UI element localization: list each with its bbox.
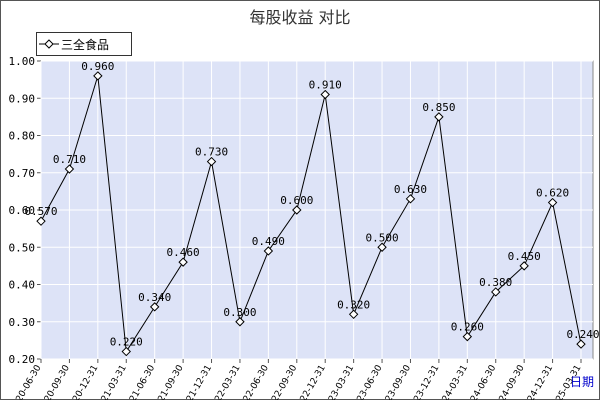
data-point <box>178 257 188 267</box>
data-label: 0.300 <box>223 306 256 319</box>
data-label: 0.490 <box>252 235 285 248</box>
x-axis-label: 日期 <box>570 375 594 389</box>
y-tick-label: 0.80 <box>9 130 36 143</box>
data-point <box>64 164 75 174</box>
data-point <box>348 309 359 320</box>
data-point <box>519 261 529 271</box>
series-line <box>40 75 582 354</box>
data-point <box>462 331 473 342</box>
data-label: 0.220 <box>110 336 143 349</box>
data-point <box>263 246 274 256</box>
y-tick-label: 0.30 <box>9 316 36 329</box>
data-label: 0.320 <box>337 298 370 311</box>
y-tick-label: 0.50 <box>9 241 36 254</box>
x-tick-label: 2020-06-30 <box>9 363 44 400</box>
data-point <box>434 112 444 122</box>
data-point <box>36 216 46 226</box>
data-point <box>576 339 586 349</box>
legend-label: 三全食品 <box>61 38 110 52</box>
chart-title: 每股收益 对比 <box>249 8 351 27</box>
y-tick-label: 1.00 <box>9 55 36 68</box>
data-label: 0.460 <box>167 246 200 259</box>
data-point <box>93 71 103 81</box>
data-label: 0.910 <box>309 79 342 92</box>
data-label: 0.570 <box>24 205 57 218</box>
data-label: 0.630 <box>394 183 427 196</box>
data-point <box>320 89 330 100</box>
data-point <box>377 242 387 252</box>
data-label: 0.730 <box>195 146 228 159</box>
data-point <box>121 346 131 357</box>
data-label: 0.850 <box>422 101 455 114</box>
data-point <box>149 302 160 312</box>
y-tick-label: 0.70 <box>9 167 36 180</box>
data-label: 0.620 <box>536 187 569 200</box>
data-label: 0.600 <box>280 194 313 207</box>
data-label: 0.960 <box>81 60 114 73</box>
data-point <box>491 287 501 297</box>
y-tick-label: 0.60 <box>9 204 36 217</box>
y-tick-label: 0.20 <box>9 353 36 366</box>
legend-marker-icon <box>39 39 59 49</box>
data-label: 0.260 <box>451 321 484 334</box>
data-label: 0.500 <box>365 231 398 244</box>
legend: 三全食品 <box>36 32 132 56</box>
y-tick-label: 0.40 <box>9 279 36 292</box>
data-point <box>206 156 217 167</box>
data-label: 0.450 <box>508 250 541 263</box>
data-point <box>547 197 558 208</box>
data-label: 0.380 <box>479 276 512 289</box>
data-point <box>235 317 245 327</box>
data-point <box>292 205 302 215</box>
data-label: 0.340 <box>138 291 171 304</box>
data-label: 0.240 <box>566 328 599 341</box>
y-tick-label: 0.90 <box>9 92 36 105</box>
data-point <box>405 194 416 204</box>
data-label: 0.710 <box>53 153 86 166</box>
